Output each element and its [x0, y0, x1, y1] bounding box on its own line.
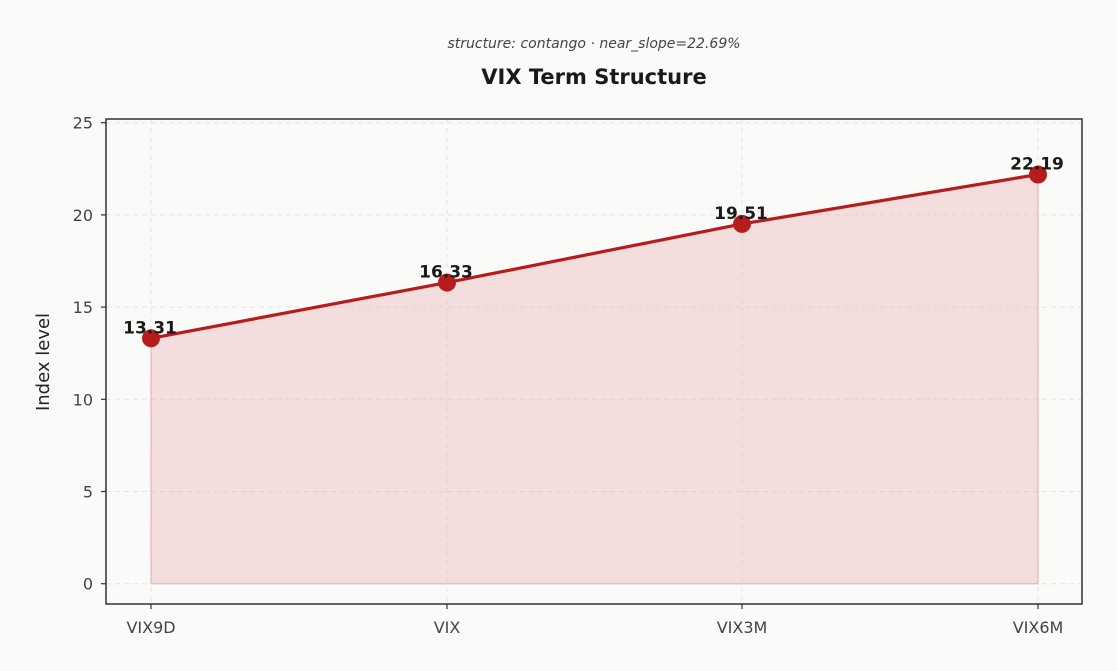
y-tick-label: 0 [83, 575, 93, 594]
data-points [142, 165, 1047, 348]
y-tick-label: 20 [73, 206, 93, 225]
x-tick-label: VIX [434, 618, 461, 637]
data-point [1029, 165, 1047, 184]
y-tick-label: 10 [73, 390, 93, 409]
series-line-layer [150, 172, 1039, 340]
chart-title: VIX Term Structure [481, 65, 706, 89]
x-tick-label: VIX6M [1013, 618, 1064, 637]
data-labels: 13.31 16.33 19.51 22.19 [123, 155, 1064, 339]
data-label: 22.19 [1010, 155, 1064, 175]
y-axis-label: Index level [33, 313, 54, 411]
chart-subtitle: structure: contango · near_slope=22.69% [447, 36, 740, 52]
data-point [142, 329, 160, 348]
data-label: 16.33 [419, 263, 473, 283]
data-label: 13.31 [123, 318, 177, 338]
y-tick-label: 5 [83, 483, 93, 502]
x-tick-label: VIX9D [126, 618, 175, 637]
data-point [438, 273, 456, 292]
series-line [150, 172, 1039, 340]
y-tick-label: 25 [73, 114, 93, 133]
x-tick-label: VIX3M [717, 618, 768, 637]
y-tick-label: 15 [73, 298, 93, 317]
x-axis-ticks: VIX9D VIX VIX3M VIX6M [126, 604, 1063, 637]
area-fill [150, 173, 1039, 585]
plot-area-frame [105, 118, 1083, 605]
data-point [733, 214, 751, 233]
y-axis-ticks: 0 5 10 15 20 25 [73, 114, 106, 594]
area-fill-layer [150, 173, 1039, 585]
data-label: 19.51 [714, 204, 768, 224]
